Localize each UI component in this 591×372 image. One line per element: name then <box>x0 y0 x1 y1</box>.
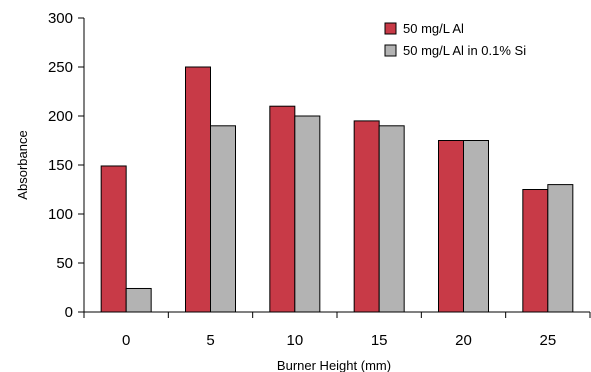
plot-area: 0 50 100 150 200 250 300 0 5 10 15 20 25 <box>48 10 591 349</box>
x-axis-title: Burner Height (mm) <box>277 358 391 372</box>
bar-series-2-5 <box>210 125 236 313</box>
x-tick-label: 10 <box>286 332 303 349</box>
y-tick-label: 300 <box>48 10 73 27</box>
x-tick-label: 0 <box>122 332 130 349</box>
y-tick-label: 200 <box>48 108 73 125</box>
bar-series-1-5 <box>185 66 211 313</box>
bar-series-2-20 <box>463 140 489 313</box>
y-tick-label: 100 <box>48 206 73 223</box>
legend-label-2: 50 mg/L Al in 0.1% Si <box>403 43 526 58</box>
legend-swatch-2 <box>384 44 397 57</box>
bar-series-1-15 <box>353 120 380 313</box>
x-axis-ticks: 0 5 10 15 20 25 <box>83 312 591 349</box>
legend-label-1: 50 mg/L Al <box>403 21 464 36</box>
x-tick-label: 20 <box>455 332 472 349</box>
y-tick-label: 0 <box>65 304 73 321</box>
bar-series-1-0 <box>100 165 127 313</box>
legend: 50 mg/L Al 50 mg/L Al in 0.1% Si <box>384 21 526 58</box>
x-tick-label: 25 <box>539 332 556 349</box>
y-tick-label: 50 <box>56 255 73 272</box>
bar-series-1-20 <box>438 140 464 313</box>
y-tick-label: 150 <box>48 157 73 174</box>
x-tick-label: 15 <box>371 332 388 349</box>
bar-series-1-25 <box>522 189 549 313</box>
bar-series-2-25 <box>547 184 574 313</box>
bar-series-2-0 <box>125 287 152 313</box>
bar-series-1-10 <box>269 105 296 313</box>
legend-swatch-1 <box>384 22 397 35</box>
x-tick-label: 5 <box>206 332 214 349</box>
bar-series-2-10 <box>294 115 321 313</box>
y-tick-label: 250 <box>48 59 73 76</box>
bar-series-group <box>100 66 574 313</box>
y-axis-title: Absorbance <box>15 130 30 199</box>
bar-series-2-15 <box>378 125 405 313</box>
y-axis-ticks: 0 50 100 150 200 250 300 <box>48 10 84 321</box>
